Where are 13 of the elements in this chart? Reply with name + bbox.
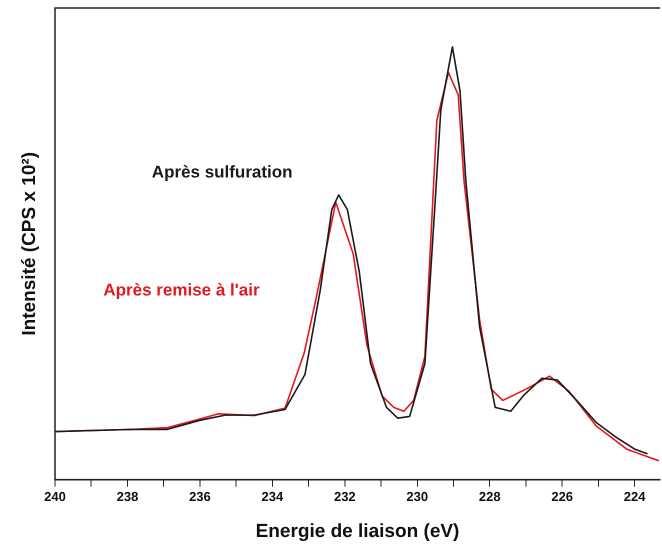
x-tick-label: 238 <box>116 488 138 504</box>
x-tick-label: 232 <box>334 488 356 504</box>
text: Après sulfuration <box>152 162 293 182</box>
x-tick-label: 236 <box>189 488 211 504</box>
x-tick-label: 228 <box>478 488 501 504</box>
text: Après remise à l'air <box>103 280 260 300</box>
x-tick-label: 224 <box>624 488 646 504</box>
x-tick-label: 234 <box>262 488 284 504</box>
x-tick-label: 230 <box>406 488 428 504</box>
x-tick-label: 226 <box>551 488 574 504</box>
y-axis-title: Intensité (CPS x 10²) <box>19 152 40 336</box>
x-axis-title: Energie de liaison (eV) <box>256 520 460 542</box>
x-tick-label: 240 <box>44 488 66 504</box>
